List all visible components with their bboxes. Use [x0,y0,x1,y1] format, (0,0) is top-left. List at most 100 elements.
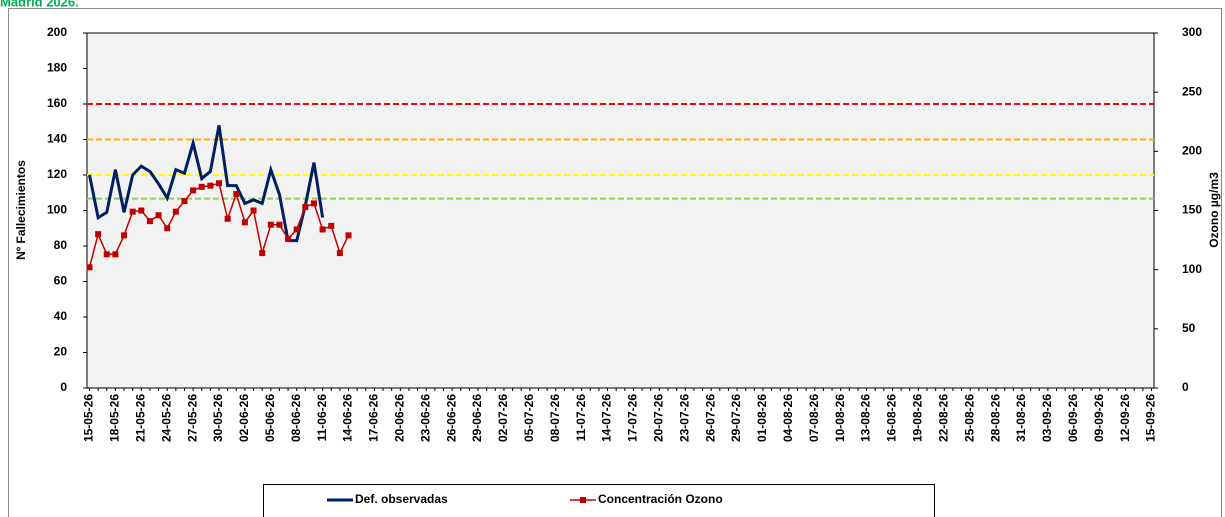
chart-frame [8,8,1222,517]
series-marker [103,251,110,258]
x-tick-label: 01-08-26 [755,394,769,442]
x-tick-label: 14-06-26 [341,394,355,442]
y2-tick-label: 200 [1182,144,1202,158]
y2-axis-label: Ozono µg/m3 [1207,172,1221,248]
y-tick-label: 120 [47,167,67,181]
x-tick-label: 11-07-26 [574,394,588,442]
y-tick-label: 180 [47,61,67,75]
series-marker [276,221,283,228]
series-marker [172,208,179,215]
y-tick-label: 80 [54,238,68,252]
x-tick-label: 15-05-26 [82,394,96,442]
series-marker [302,203,309,210]
x-tick-label: 31-08-26 [1014,394,1028,442]
x-tick-label: 20-06-26 [393,394,407,442]
x-tick-label: 18-05-26 [108,394,122,442]
x-tick-label: 10-08-26 [833,394,847,442]
x-tick-label: 16-08-26 [885,394,899,442]
y2-tick-label: 100 [1182,262,1202,276]
x-tick-label: 02-06-26 [237,394,251,442]
series-marker [293,226,300,233]
series-marker [95,231,102,238]
series-marker [112,251,119,258]
series-marker [155,212,162,219]
x-tick-label: 07-08-26 [807,394,821,442]
x-tick-label: 22-08-26 [936,394,950,442]
legend-marker [580,497,586,503]
x-tick-label: 26-06-26 [444,394,458,442]
y2-tick-label: 150 [1182,203,1202,217]
chart-title: Madrid 2026. [0,0,79,9]
y2-tick-label: 300 [1182,25,1202,39]
series-marker [190,187,197,194]
series-marker [267,221,274,228]
x-tick-label: 24-05-26 [159,394,173,442]
series-marker [181,198,188,205]
x-tick-label: 21-05-26 [133,394,147,442]
series-marker [216,180,223,187]
series-marker [285,235,292,242]
series-marker [138,207,145,214]
y-tick-label: 20 [54,345,68,359]
legend-label: Def. observadas [355,492,448,506]
x-tick-label: 15-09-26 [1144,394,1158,442]
x-tick-label: 17-06-26 [367,394,381,442]
y-tick-label: 100 [47,203,67,217]
x-tick-label: 30-05-26 [211,394,225,442]
series-marker [121,232,128,239]
x-tick-label: 29-06-26 [470,394,484,442]
x-tick-label: 17-07-26 [626,394,640,442]
series-marker [207,182,214,189]
x-tick-label: 29-07-26 [729,394,743,442]
series-marker [319,226,326,233]
y2-tick-label: 0 [1182,380,1189,394]
x-tick-label: 20-07-26 [652,394,666,442]
x-tick-label: 19-08-26 [911,394,925,442]
series-line [88,125,325,243]
y-tick-label: 60 [54,274,68,288]
x-tick-label: 23-06-26 [418,394,432,442]
plot-area [86,32,1155,389]
x-tick-label: 23-07-26 [677,394,691,442]
series-marker [129,208,136,215]
y-tick-label: 140 [47,132,67,146]
x-tick-label: 06-09-26 [1066,394,1080,442]
y-tick-label: 160 [47,96,67,110]
y2-tick-label: 250 [1182,84,1202,98]
x-tick-label: 03-09-26 [1040,394,1054,442]
x-tick-label: 14-07-26 [600,394,614,442]
x-tick-label: 12-09-26 [1118,394,1132,442]
series-marker [241,219,248,226]
series-marker [86,264,93,271]
x-tick-label: 04-08-26 [781,394,795,442]
series-marker [198,183,205,190]
x-tick-label: 13-08-26 [859,394,873,442]
x-tick-label: 08-07-26 [548,394,562,442]
x-tick-label: 08-06-26 [289,394,303,442]
x-tick-label: 26-07-26 [703,394,717,442]
series-marker [345,232,352,239]
series-marker [224,215,231,222]
x-tick-label: 27-05-26 [185,394,199,442]
series-marker [310,200,317,207]
x-tick-label: 28-08-26 [988,394,1002,442]
x-tick-label: 09-09-26 [1092,394,1106,442]
series-marker [233,190,240,197]
y-tick-label: 0 [60,380,67,394]
x-tick-label: 11-06-26 [315,394,329,442]
x-tick-label: 25-08-26 [962,394,976,442]
y-tick-label: 200 [47,25,67,39]
series-marker [336,250,343,257]
y2-tick-label: 50 [1182,321,1196,335]
y-tick-label: 40 [54,309,68,323]
legend [263,484,935,517]
series-marker [146,218,153,225]
legend-label: Concentración Ozono [598,492,723,506]
series-marker [250,207,257,214]
y-axis-label: Nº Fallecimientos [14,160,28,260]
x-tick-label: 05-06-26 [263,394,277,442]
x-tick-label: 05-07-26 [522,394,536,442]
x-tick-label: 02-07-26 [496,394,510,442]
series-marker [259,250,266,257]
